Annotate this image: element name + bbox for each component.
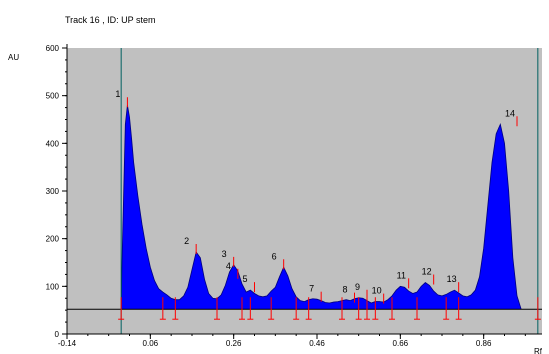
x-tick-label: 0.06 <box>143 339 159 348</box>
y-tick-label: 600 <box>46 44 60 53</box>
x-tick-label: 0.66 <box>393 339 409 348</box>
peak-label: 4 <box>226 261 231 271</box>
densitogram-area <box>121 105 522 310</box>
axis-layer: 0 100 200 300 400 500 600 -0.14 0.06 0.26 0.46 0.66… <box>46 44 542 348</box>
y-tick-label: 300 <box>46 187 60 196</box>
peak-label: 13 <box>447 274 457 284</box>
y-axis-label: AU <box>8 53 19 62</box>
peak-label: 9 <box>355 282 360 292</box>
peak-marker-layer <box>118 97 541 320</box>
peak-label: 6 <box>272 251 277 261</box>
x-tick-label: 0.26 <box>226 339 242 348</box>
peak-label: 11 <box>397 270 406 280</box>
peak-label: 8 <box>343 285 348 295</box>
x-tick-label: 0.46 <box>309 339 325 348</box>
chart-title: Track 16 , ID: UP stem <box>65 15 156 25</box>
y-tick-label: 100 <box>46 282 60 291</box>
y-tick-label: 0 <box>55 330 60 339</box>
peak-label: 10 <box>372 286 382 296</box>
peak-label: 1 <box>115 89 120 99</box>
y-tick-label: 400 <box>46 139 60 148</box>
x-tick-label: 0.86 <box>476 339 492 348</box>
y-tick-label: 200 <box>46 235 60 244</box>
curve-layer <box>67 48 542 334</box>
peak-label: 7 <box>309 284 314 294</box>
peak-label: 3 <box>222 249 227 259</box>
x-tick-label: -0.14 <box>58 339 77 348</box>
peak-label: 14 <box>505 108 515 118</box>
peak-label: 2 <box>184 236 189 246</box>
peak-label: 12 <box>422 267 432 277</box>
x-axis-label: Rf <box>534 347 543 354</box>
peak-label: 5 <box>243 274 248 284</box>
y-tick-label: 500 <box>46 92 60 101</box>
densitogram-outline <box>120 105 522 310</box>
